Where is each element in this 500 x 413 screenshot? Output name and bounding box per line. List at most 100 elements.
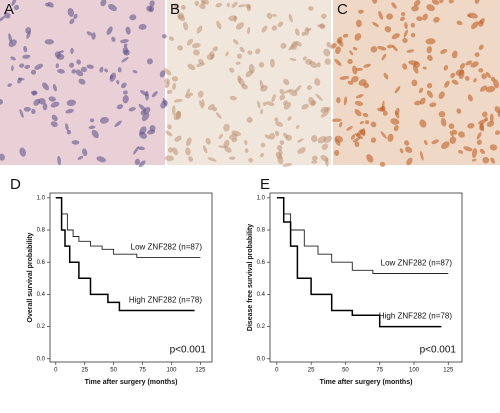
nucleus — [331, 118, 342, 122]
nucleus — [116, 104, 124, 110]
nucleus — [280, 42, 287, 49]
nucleus — [19, 147, 26, 157]
nucleus — [494, 130, 500, 135]
nucleus — [259, 80, 264, 89]
nucleus — [57, 50, 65, 54]
survival-curve — [276, 197, 442, 328]
nucleus — [438, 110, 446, 118]
nucleus — [128, 107, 136, 112]
nucleus — [30, 69, 37, 75]
nucleus — [422, 66, 427, 70]
nucleus — [347, 58, 353, 65]
nucleus — [25, 27, 32, 34]
nucleus — [485, 86, 496, 93]
nucleus — [172, 147, 179, 156]
nucleus — [24, 64, 31, 69]
nucleus — [19, 63, 25, 68]
nucleus — [458, 149, 464, 154]
nucleus — [411, 5, 419, 12]
nucleus — [410, 22, 415, 28]
nucleus — [354, 141, 360, 148]
nucleus — [168, 36, 174, 41]
nucleus — [123, 43, 128, 48]
nucleus — [225, 51, 229, 57]
panel-label: B — [170, 1, 180, 18]
nucleus — [314, 78, 321, 86]
nucleus — [441, 141, 450, 149]
nucleus — [470, 61, 479, 68]
nucleus — [451, 129, 458, 135]
nucleus — [378, 10, 383, 20]
panel-label: A — [4, 1, 14, 18]
nucleus — [470, 21, 480, 30]
nucleus — [0, 99, 4, 105]
nucleus — [363, 82, 369, 89]
nucleus — [279, 94, 285, 101]
nucleus — [278, 149, 283, 156]
nucleus — [370, 46, 378, 53]
nucleus — [467, 123, 475, 129]
nucleus — [148, 6, 155, 13]
nucleus — [355, 94, 364, 99]
nucleus — [347, 80, 354, 85]
y-tick-label: 1.0 — [257, 195, 266, 201]
nucleus — [228, 15, 238, 21]
nucleus — [196, 25, 203, 34]
nucleus — [320, 111, 329, 118]
nucleus — [321, 143, 329, 151]
nucleus — [366, 154, 374, 163]
nucleus — [13, 4, 20, 11]
nucleus — [50, 101, 60, 108]
nucleus — [392, 45, 398, 52]
nucleus — [163, 68, 172, 76]
nucleus — [383, 72, 389, 80]
nucleus — [346, 126, 353, 131]
nucleus — [22, 54, 31, 59]
nucleus — [86, 64, 94, 69]
nucleus — [171, 105, 176, 116]
nucleus — [69, 18, 75, 25]
nucleus — [481, 73, 487, 80]
nucleus — [294, 85, 302, 93]
nucleus — [324, 58, 331, 65]
x-tick-label: 75 — [376, 368, 383, 374]
nucleus — [216, 20, 222, 30]
nucleus — [182, 21, 189, 31]
nucleus — [69, 62, 75, 68]
nucleus — [443, 65, 449, 71]
nucleus — [77, 155, 84, 160]
nucleus — [260, 152, 264, 158]
nucleus — [138, 160, 146, 168]
nucleus — [321, 13, 327, 19]
nucleus — [82, 148, 88, 157]
nucleus — [66, 99, 76, 107]
nucleus — [159, 70, 166, 78]
nucleus — [306, 85, 312, 91]
nucleus — [45, 2, 50, 7]
nucleus — [122, 95, 129, 104]
y-tick-label: 0.6 — [37, 260, 46, 266]
nucleus — [188, 156, 193, 162]
nucleus — [244, 139, 248, 146]
nucleus — [456, 20, 463, 26]
nucleus — [147, 129, 156, 135]
nucleus — [186, 38, 194, 46]
nucleus — [11, 0, 17, 7]
nucleus — [229, 156, 236, 160]
panel-label: C — [337, 1, 348, 18]
y-tick-label: 0.8 — [37, 228, 46, 234]
nucleus — [271, 93, 276, 103]
nucleus — [406, 157, 413, 166]
nucleus — [354, 100, 364, 106]
nucleus — [23, 45, 28, 53]
nucleus — [362, 112, 369, 118]
nucleus — [171, 76, 179, 82]
nucleus — [384, 26, 392, 33]
nucleus — [471, 148, 478, 158]
nucleus — [476, 139, 482, 145]
nucleus — [275, 130, 280, 137]
nucleus — [0, 153, 5, 161]
nucleus — [151, 91, 158, 98]
x-tick-label: 25 — [81, 368, 88, 374]
nucleus — [393, 124, 399, 132]
